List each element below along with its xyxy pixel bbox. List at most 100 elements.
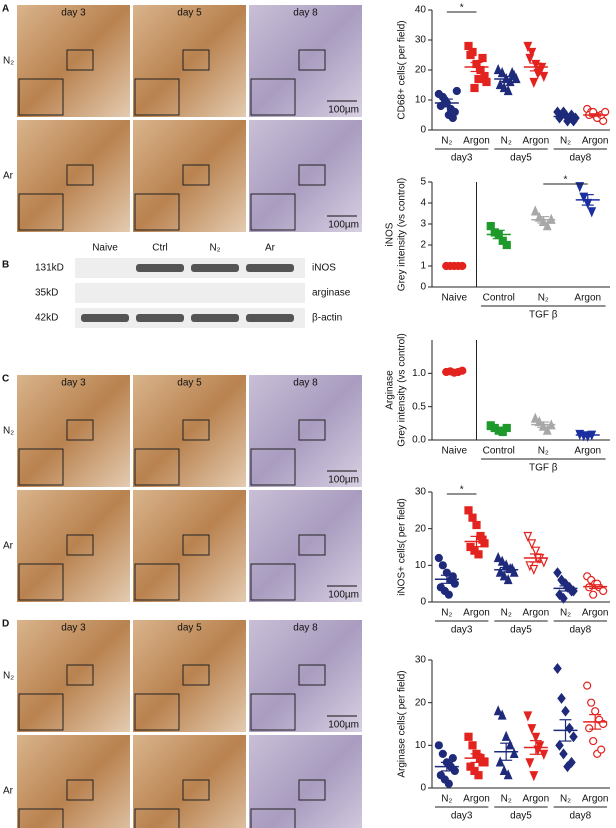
row-label: Ar (3, 541, 14, 552)
data-point (501, 730, 511, 741)
y-axis-label: Arginase cells( per field) (397, 670, 408, 777)
x-tick-label: Argon (582, 608, 609, 619)
group-label: TGF β (529, 463, 558, 474)
inset-zoom (18, 808, 64, 828)
data-point (464, 506, 473, 515)
data-point (567, 756, 576, 768)
data-point (557, 692, 566, 704)
group-label: day8 (569, 153, 591, 164)
x-tick-label: Argon (522, 794, 549, 805)
inset-zoom (134, 78, 180, 116)
data-point (529, 77, 539, 88)
micrograph (249, 735, 362, 828)
data-point (529, 564, 539, 575)
x-tick-label: N₂ (560, 136, 571, 147)
inset-zoom (18, 78, 64, 116)
data-point (472, 520, 481, 530)
blot-band (191, 314, 239, 322)
x-tick-label: N₂ (501, 136, 512, 147)
inset-zoom (250, 448, 296, 486)
inset-box (182, 664, 210, 686)
x-tick-label: N₂ (560, 794, 571, 805)
data-point (523, 711, 533, 722)
data-point (559, 592, 568, 604)
data-point (539, 749, 549, 760)
data-point (434, 741, 443, 750)
micrograph (17, 375, 130, 487)
x-tick-label: N₂ (501, 608, 512, 619)
y-tick-label: 1 (420, 261, 426, 272)
x-tick-label: Control (483, 446, 515, 457)
x-tick-label: N₂ (441, 136, 452, 147)
data-point (503, 85, 513, 96)
group-label: day5 (510, 625, 532, 636)
data-point (452, 86, 461, 96)
y-tick-label: 10 (415, 560, 427, 571)
row-label: N₂ (3, 671, 14, 682)
x-tick-label: Naive (441, 446, 467, 457)
weight-label: 42kD (35, 313, 58, 324)
inset-box (182, 164, 210, 186)
data-point (597, 745, 606, 754)
y-tick-label: 10 (415, 95, 427, 106)
row-label: Ar (3, 171, 14, 182)
row-label: N₂ (3, 56, 14, 67)
y-axis-label: CD68+ cells( per field) (397, 20, 408, 119)
day-label: day 8 (293, 623, 318, 634)
inset-zoom (134, 448, 180, 486)
data-point (527, 539, 537, 550)
inset-box (182, 534, 210, 556)
row-label: Ar (3, 786, 14, 797)
data-point (474, 74, 483, 84)
inset-zoom (250, 808, 296, 828)
inset-zoom (134, 563, 180, 601)
data-point (523, 531, 533, 542)
group-label: day3 (451, 811, 473, 822)
group-label: day8 (569, 625, 591, 636)
blot-strip (75, 308, 305, 328)
day-label: day 3 (61, 623, 86, 634)
x-tick-label: Argon (463, 794, 490, 805)
x-tick-label: Argon (574, 446, 601, 457)
data-point (474, 550, 483, 559)
weight-label: 35kD (35, 288, 58, 299)
group-label: day3 (451, 625, 473, 636)
x-tick-label: Argon (582, 794, 609, 805)
data-point (531, 732, 541, 743)
y-tick-label: 20 (415, 523, 427, 534)
blot-band (81, 314, 129, 322)
x-tick-label: N₂ (501, 794, 512, 805)
group-label: TGF β (529, 310, 558, 321)
data-point (587, 207, 597, 218)
significance-label: * (460, 3, 464, 14)
blot-band (136, 264, 184, 272)
data-point (569, 731, 578, 743)
data-point (464, 732, 473, 741)
inset-box (298, 164, 326, 186)
data-point (434, 553, 443, 563)
data-point (493, 705, 503, 716)
data-point (575, 182, 585, 193)
y-axis-label: Grey intensity (vs control) (397, 178, 408, 291)
data-point (478, 53, 487, 63)
data-point (589, 736, 598, 746)
x-tick-label: Argon (463, 608, 490, 619)
data-point (539, 71, 549, 82)
inset-zoom (18, 193, 64, 231)
data-point (531, 546, 541, 557)
micrograph (133, 735, 246, 828)
day-label: day 5 (177, 8, 202, 19)
micrograph (17, 120, 130, 232)
significance-label: * (460, 485, 464, 496)
panel-letter: C (2, 374, 9, 385)
panel-letter: D (2, 619, 9, 630)
data-point (591, 707, 600, 716)
y-tick-label: 30 (415, 487, 427, 498)
data-point (553, 663, 562, 675)
y-tick-label: 0.5 (412, 401, 426, 412)
data-point (563, 115, 572, 127)
y-tick-label: 5 (420, 177, 426, 188)
group-label: day8 (569, 811, 591, 822)
inset-zoom (250, 693, 296, 731)
scale-label: 100µm (328, 105, 359, 116)
